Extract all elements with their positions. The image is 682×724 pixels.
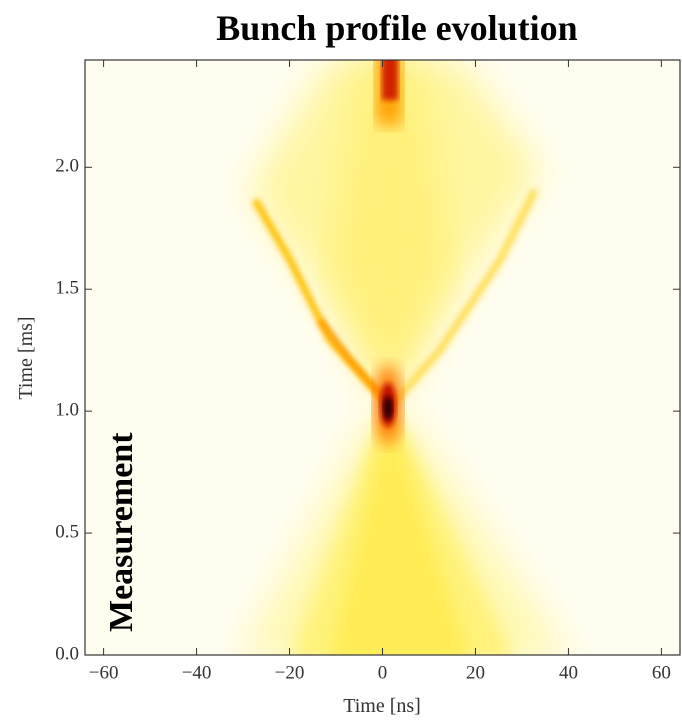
x-tick-label: −60 (89, 662, 119, 683)
x-axis-label: Time [ns] (343, 695, 421, 717)
chart-title: Bunch profile evolution (216, 8, 577, 48)
y-tick-label: 1.0 (55, 400, 79, 421)
x-tick-label: 40 (559, 662, 578, 683)
x-tick-label: 60 (652, 662, 671, 683)
y-tick-label: 0.0 (55, 643, 79, 664)
y-tick-label: 1.5 (55, 278, 79, 299)
x-tick-label: −40 (182, 662, 212, 683)
x-tick-label: 20 (466, 662, 485, 683)
density-field (242, 60, 567, 655)
x-tick-label: 0 (378, 662, 388, 683)
y-axis-label: Time [ms] (15, 316, 37, 399)
x-tick-label: −20 (275, 662, 305, 683)
annotation: Measurement (103, 432, 140, 632)
y-tick-label: 0.5 (55, 521, 79, 542)
y-tick-label: 2.0 (55, 156, 79, 177)
